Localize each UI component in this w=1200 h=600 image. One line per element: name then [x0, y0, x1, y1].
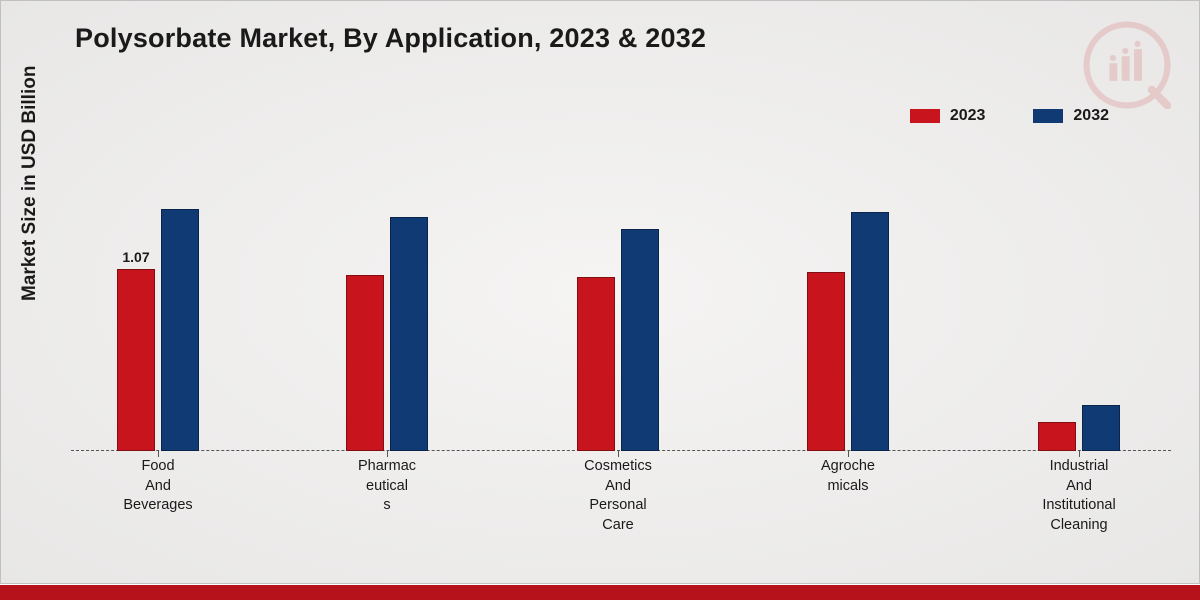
- bar-group: [346, 217, 428, 451]
- category-label: Industrial And Institutional Cleaning: [1042, 457, 1115, 535]
- bar-group: [577, 229, 659, 451]
- chart-title: Polysorbate Market, By Application, 2023…: [75, 23, 706, 54]
- bar: [161, 209, 199, 451]
- legend: 2023 2032: [910, 107, 1109, 125]
- category-label: Agroche micals: [821, 457, 875, 496]
- bar-group: [117, 209, 199, 451]
- bar-group: [807, 212, 889, 451]
- bar: [1082, 405, 1120, 451]
- bar: [1038, 422, 1076, 451]
- bar: [117, 269, 155, 451]
- bar: [807, 272, 845, 451]
- bar: [346, 275, 384, 451]
- legend-label-2032: 2032: [1073, 107, 1109, 125]
- legend-label-2023: 2023: [950, 107, 986, 125]
- chart-canvas: Polysorbate Market, By Application, 2023…: [0, 0, 1200, 584]
- legend-swatch-2023: [910, 109, 940, 123]
- watermark-logo: [1083, 21, 1171, 109]
- bar: [577, 277, 615, 451]
- bar: [390, 217, 428, 451]
- bar: [621, 229, 659, 451]
- legend-swatch-2032: [1033, 109, 1063, 123]
- legend-item-2032: 2032: [1033, 107, 1109, 125]
- category-label: Cosmetics And Personal Care: [584, 457, 652, 535]
- bar: [851, 212, 889, 451]
- bar-group: [1038, 405, 1120, 451]
- legend-item-2023: 2023: [910, 107, 986, 125]
- y-axis-label: Market Size in USD Billion: [19, 66, 41, 301]
- category-label: Pharmac eutical s: [358, 457, 416, 516]
- footer-strip: [0, 585, 1200, 600]
- data-label: 1.07: [122, 249, 149, 265]
- plot-area: Food And BeveragesPharmac eutical sCosme…: [71, 146, 1171, 451]
- category-label: Food And Beverages: [123, 457, 192, 516]
